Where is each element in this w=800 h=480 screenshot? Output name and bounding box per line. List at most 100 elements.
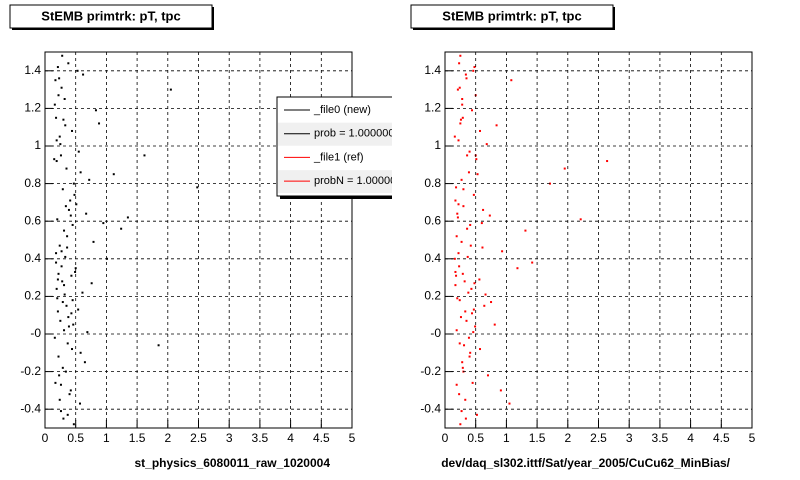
point — [56, 297, 59, 300]
point — [485, 143, 488, 146]
point — [488, 214, 491, 217]
point — [482, 208, 485, 211]
point — [70, 312, 73, 315]
point — [55, 252, 58, 255]
point — [456, 88, 459, 91]
point — [56, 278, 59, 281]
point — [61, 301, 64, 304]
point — [61, 188, 64, 191]
point — [62, 417, 65, 420]
point — [457, 252, 460, 255]
y-tick-label: -0.2 — [20, 364, 41, 378]
point — [94, 109, 97, 112]
point — [458, 265, 461, 268]
x-tick-label: 5 — [349, 431, 356, 445]
point — [499, 389, 502, 392]
point — [60, 250, 63, 253]
point — [462, 205, 465, 208]
y-tick-label: 1.2 — [24, 101, 41, 115]
point — [481, 246, 484, 249]
point — [77, 150, 80, 153]
point — [61, 54, 64, 57]
x-tick-label: 4.5 — [713, 431, 730, 445]
x-tick-label: 0.5 — [67, 431, 84, 445]
point — [72, 182, 75, 185]
point — [461, 98, 464, 100]
point — [57, 355, 60, 358]
point — [472, 193, 475, 196]
y-tick-label: 1 — [34, 138, 41, 152]
point — [461, 366, 464, 369]
point — [79, 351, 82, 354]
point — [478, 129, 481, 132]
point — [58, 398, 61, 401]
point — [112, 173, 115, 176]
point — [78, 402, 81, 405]
x-tick-label: 3.5 — [252, 431, 269, 445]
frame — [44, 51, 353, 429]
point — [473, 66, 476, 69]
point — [563, 167, 566, 170]
point — [66, 246, 69, 249]
point — [458, 299, 461, 302]
point — [65, 167, 68, 170]
point — [59, 154, 62, 157]
point — [455, 329, 458, 332]
x-tick-label: 0.5 — [467, 431, 484, 445]
x-tick-label: 3 — [626, 431, 633, 445]
point — [126, 216, 129, 219]
point — [459, 122, 462, 125]
point — [66, 413, 69, 416]
point — [454, 270, 457, 273]
point — [63, 293, 66, 296]
chart-title: StEMB primtrk: pT, tpc — [41, 8, 180, 23]
x-tick-label: 1.5 — [129, 431, 146, 445]
point — [67, 208, 70, 211]
y-tick-label: 0.2 — [24, 289, 41, 303]
point — [68, 393, 71, 396]
x-tick-label: 3.5 — [652, 431, 669, 445]
point — [58, 244, 61, 247]
y-tick-label: -0 — [30, 326, 41, 340]
point — [454, 199, 457, 202]
point — [464, 398, 467, 401]
y-tick-label: 0.8 — [424, 176, 441, 190]
point — [486, 374, 489, 377]
point — [493, 323, 496, 326]
point — [86, 331, 89, 334]
point — [457, 139, 460, 142]
point — [169, 88, 172, 91]
point — [480, 222, 483, 225]
x-tick-label: 1.5 — [529, 431, 546, 445]
point — [67, 62, 70, 65]
point — [196, 186, 199, 189]
point — [531, 261, 534, 264]
point — [455, 383, 458, 386]
x-tick-label: 0 — [42, 431, 49, 445]
legend-label: probN = 1.000000 — [314, 175, 402, 187]
point — [464, 417, 467, 420]
x-tick-label: 3 — [226, 431, 233, 445]
point — [70, 274, 73, 277]
point — [61, 280, 64, 283]
point — [469, 244, 472, 247]
point — [71, 129, 74, 132]
point — [63, 229, 66, 232]
point — [461, 103, 464, 106]
point — [75, 203, 78, 206]
legend-band — [278, 122, 392, 146]
point — [463, 280, 466, 283]
point — [579, 218, 582, 221]
point — [458, 393, 461, 396]
point — [461, 272, 464, 275]
point — [71, 299, 74, 302]
point — [459, 118, 462, 121]
point — [478, 348, 481, 351]
title-box — [9, 4, 213, 29]
point — [79, 171, 82, 174]
point — [88, 178, 91, 181]
point — [53, 103, 56, 106]
point — [455, 235, 458, 238]
point — [54, 381, 57, 384]
